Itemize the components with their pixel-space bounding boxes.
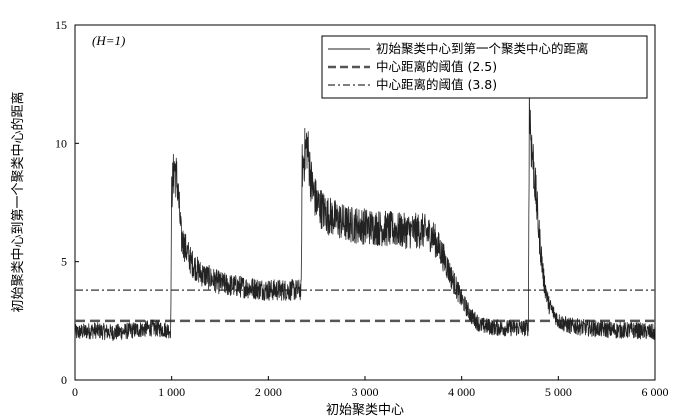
x-tick-label: 6 000 <box>642 385 669 399</box>
x-tick-label: 0 <box>72 385 78 399</box>
x-tick-label: 4 000 <box>448 385 475 399</box>
plot-area: 0 1 000 2 000 3 000 4 000 5 000 6 000 0 5 10 15 <box>55 18 669 399</box>
y-tick-label: 10 <box>55 136 67 150</box>
y-tick-label: 5 <box>61 255 67 269</box>
series-line-0 <box>74 85 656 342</box>
legend-box <box>321 35 648 99</box>
x-tick-label: 5 000 <box>545 385 572 399</box>
x-axis-title: 初始聚类中心 <box>326 403 404 418</box>
annotation-label: (H=1) <box>92 33 125 48</box>
legend-label-1: 中心距离的阈值 (2.5) <box>376 59 497 74</box>
y-tick-label: 0 <box>61 373 67 387</box>
y-tick-label: 15 <box>55 18 67 32</box>
y-axis-title: 初始聚类中心到第一个聚类中心的距离 <box>10 91 26 312</box>
series-layer <box>74 85 656 342</box>
y-axis-ticks: 0 5 10 15 <box>55 18 79 387</box>
x-tick-label: 3 000 <box>352 385 379 399</box>
x-tick-label: 1 000 <box>158 385 185 399</box>
legend-label-0: 初始聚类中心到第一个聚类中心的距离 <box>376 41 589 56</box>
legend-label-2: 中心距离的阈值 (3.8) <box>376 77 497 92</box>
x-axis-ticks: 0 1 000 2 000 3 000 4 000 5 000 6 000 <box>72 376 669 399</box>
x-tick-label: 2 000 <box>255 385 282 399</box>
legend: 初始聚类中心到第一个聚类中心的距离 中心距离的阈值 (2.5) 中心距离的阈值 … <box>321 35 648 99</box>
